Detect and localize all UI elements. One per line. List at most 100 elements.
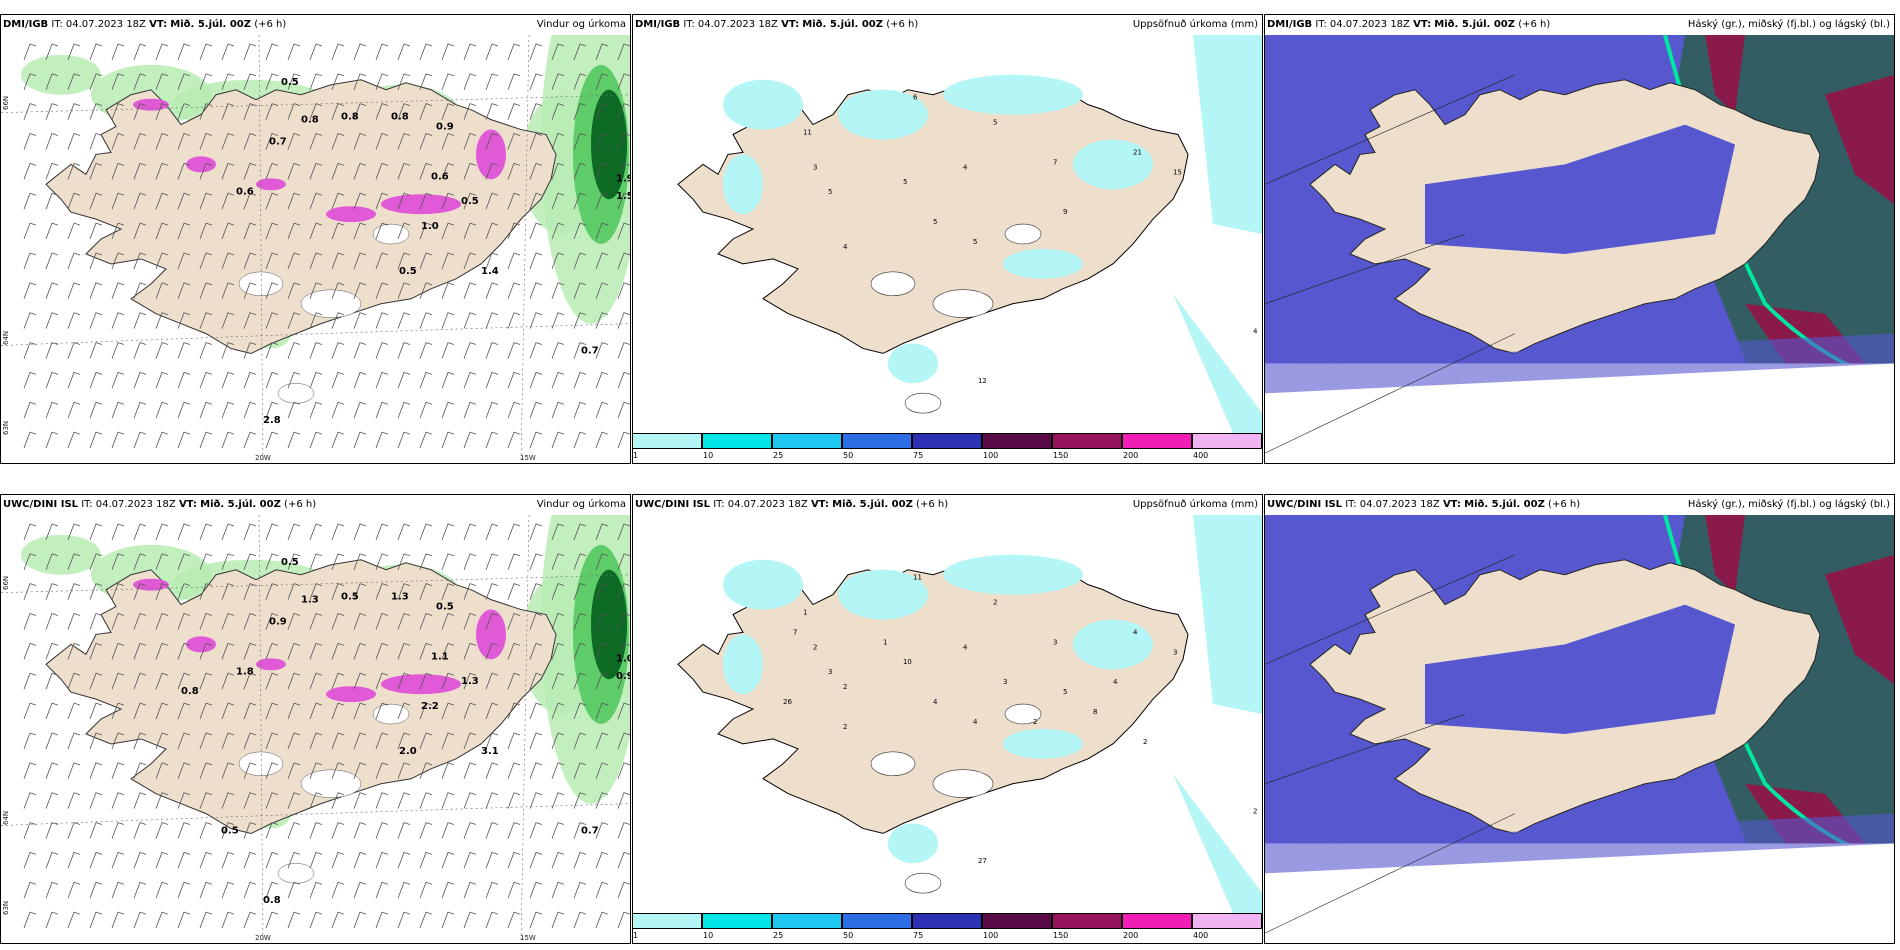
accum-value: 5 <box>903 178 907 186</box>
wind-value: 1.4 <box>481 266 499 277</box>
wind-value: 1.8 <box>236 666 254 677</box>
panel-cloud-uwc: UWC/DINI ISL IT: 04.07.2023 18Z VT: Mið.… <box>1264 494 1895 944</box>
accum-value: 12 <box>978 377 987 385</box>
accum-value: 4 <box>933 698 938 706</box>
accum-value: 3 <box>1053 638 1057 646</box>
accum-value: 2 <box>843 723 847 731</box>
panel-header: DMI/IGB IT: 04.07.2023 18Z VT: Mið. 5.jú… <box>3 19 626 30</box>
accum-value: 5 <box>933 218 937 226</box>
wind-value: 0.9 <box>269 617 287 628</box>
wind-value: 0.7 <box>581 346 599 357</box>
colorbar-swatch <box>772 433 842 449</box>
colorbar-swatch <box>702 433 772 449</box>
colorbar-tick: 10 <box>703 451 714 460</box>
accum-value: 1 <box>883 638 887 646</box>
accum-value: 26 <box>783 698 792 706</box>
colorbar-tick: 10 <box>703 931 714 940</box>
panel-header: UWC/DINI ISL IT: 04.07.2023 18Z VT: Mið.… <box>1267 499 1890 510</box>
wind-precip-map: 0.5 0.7 0.8 0.8 0.8 0.9 0.6 0.6 0.5 1.0 0.5 1.4 1.9 1… <box>1 35 630 463</box>
accum-value: 4 <box>843 243 848 251</box>
wind-value: 0.8 <box>301 115 319 126</box>
wind-value: 1.5 <box>616 191 630 202</box>
accum-value: 4 <box>1113 678 1118 686</box>
accum-value: 3 <box>813 163 817 171</box>
accum-value: 4 <box>963 163 968 171</box>
cloud-cover-map <box>1265 515 1894 943</box>
panel-header: UWC/DINI ISL IT: 04.07.2023 18Z VT: Mið.… <box>635 499 1258 510</box>
colorbar-tick: 100 <box>983 451 999 460</box>
colorbar-tick: 75 <box>913 931 924 940</box>
colorbar-tick: 75 <box>913 451 924 460</box>
accum-value: 11 <box>803 129 812 137</box>
colorbar-swatch <box>1122 913 1192 929</box>
lon-label: 20W <box>255 934 271 942</box>
colorbar-swatch <box>912 433 982 449</box>
colorbar-tick: 400 <box>1193 931 1209 940</box>
wind-value: 3.1 <box>481 746 499 757</box>
colorbar-tick: 50 <box>843 451 854 460</box>
lat-label: 66N <box>2 575 10 590</box>
wind-value: 2.8 <box>263 415 281 426</box>
colorbar-swatch <box>842 433 912 449</box>
accum-value: 7 <box>1053 158 1057 166</box>
accum-value: 3 <box>1173 648 1177 656</box>
colorbar-swatch <box>1122 433 1192 449</box>
panel-wind-dmi: DMI/IGB IT: 04.07.2023 18Z VT: Mið. 5.jú… <box>0 14 631 464</box>
wind-value: 2.0 <box>399 746 417 757</box>
wind-value: 2.2 <box>421 701 439 712</box>
colorbar-swatch <box>1052 913 1122 929</box>
lon-label: 15W <box>520 934 536 942</box>
accum-value: 27 <box>978 857 987 865</box>
wind-value: 0.5 <box>436 602 454 613</box>
accum-value: 8 <box>1093 708 1097 716</box>
wind-value: 1.3 <box>461 676 479 687</box>
wind-value: 0.5 <box>221 826 239 837</box>
colorbar-swatch <box>982 913 1052 929</box>
wind-value: 1.0 <box>421 221 439 232</box>
panel-header: DMI/IGB IT: 04.07.2023 18Z VT: Mið. 5.jú… <box>635 19 1258 30</box>
panel-accum-dmi: DMI/IGB IT: 04.07.2023 18Z VT: Mið. 5.jú… <box>632 14 1263 464</box>
accum-value: 7 <box>793 628 797 636</box>
lon-label: 15W <box>520 454 536 462</box>
accum-value: 2 <box>1253 808 1257 816</box>
accum-value: 2 <box>1033 718 1037 726</box>
panel-wind-uwc: UWC/DINI ISL IT: 04.07.2023 18Z VT: Mið.… <box>0 494 631 944</box>
wind-value: 0.6 <box>431 171 449 182</box>
accum-value: 4 <box>1133 628 1138 636</box>
accum-value: 10 <box>903 658 912 666</box>
wind-precip-map: 0.5 0.9 1.3 0.5 1.3 0.5 1.8 1.1 1.3 2.2 2.0 3.1 1.0 0… <box>1 515 630 943</box>
colorbar-swatch <box>702 913 772 929</box>
colorbar-tick: 100 <box>983 931 999 940</box>
colorbar-tick: 150 <box>1053 451 1069 460</box>
colorbar-tick: 1 <box>633 451 639 460</box>
wind-value: 1.0 <box>616 653 630 664</box>
wind-value: 1.9 <box>616 173 630 184</box>
precip-colorbar: 1 10 25 50 75 100 150 200 400 <box>632 433 1264 461</box>
panel-header: UWC/DINI ISL IT: 04.07.2023 18Z VT: Mið.… <box>3 499 626 510</box>
lat-label: 64N <box>2 330 10 345</box>
accum-value: 5 <box>993 119 997 127</box>
colorbar-tick: 150 <box>1053 931 1069 940</box>
accum-precip-map: 1 3 2 11 10 4 3 2 4 4 2 5 4 3 2 27 26 7 2 1 3 2 8 4 2 <box>633 515 1262 913</box>
colorbar-tick: 25 <box>773 451 784 460</box>
accum-value: 2 <box>843 683 847 691</box>
wind-value: 0.8 <box>263 895 281 906</box>
accum-value: 11 <box>913 574 922 582</box>
accum-value: 4 <box>963 643 968 651</box>
accum-value: 1 <box>803 609 807 617</box>
colorbar-tick: 25 <box>773 931 784 940</box>
accum-value: 3 <box>1003 678 1007 686</box>
wind-value: 0.5 <box>399 266 417 277</box>
lat-label: 64N <box>2 810 10 825</box>
cloud-cover-map <box>1265 35 1894 463</box>
colorbar-swatch <box>982 433 1052 449</box>
wind-value: 0.9 <box>436 122 454 133</box>
accum-value: 5 <box>973 238 977 246</box>
lat-label: 63N <box>2 420 10 435</box>
accum-value: 6 <box>913 94 917 102</box>
wind-value: 0.8 <box>181 686 199 697</box>
accum-value: 4 <box>973 718 978 726</box>
accum-value: 5 <box>1063 688 1067 696</box>
colorbar-tick: 400 <box>1193 451 1209 460</box>
colorbar-tick: 200 <box>1123 931 1139 940</box>
